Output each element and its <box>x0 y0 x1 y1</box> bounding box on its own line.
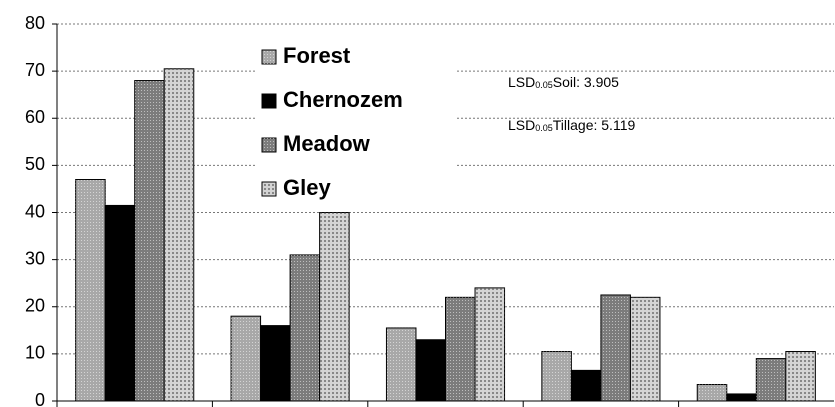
annotation-part: LSD <box>508 117 535 133</box>
bar-texture <box>445 297 476 401</box>
bar-texture <box>164 68 194 402</box>
bar <box>415 339 446 402</box>
bar-texture <box>697 384 727 401</box>
legend-swatch <box>261 93 277 109</box>
y-tick-label: 30 <box>25 248 45 268</box>
legend-texture <box>262 50 276 64</box>
annotation-part: Soil: 3.905 <box>553 74 619 90</box>
legend-box <box>255 36 455 208</box>
bar-texture <box>231 316 261 401</box>
bar <box>726 393 757 402</box>
y-tick-label: 10 <box>25 343 45 363</box>
bar-texture <box>290 254 320 401</box>
y-tick-label: 80 <box>25 13 45 33</box>
annotation-part: Tillage: 5.119 <box>553 117 636 133</box>
bar-texture <box>630 297 660 401</box>
bar-texture <box>75 179 106 401</box>
legend-texture <box>262 182 276 196</box>
annotation: LSD0.05Tillage: 5.119 <box>508 117 635 134</box>
annotation-sub: 0.05 <box>535 123 553 133</box>
annotation: LSD0.05Soil: 3.905 <box>508 74 619 91</box>
annotation-sub: 0.05 <box>535 80 553 90</box>
y-tick-label: 50 <box>25 154 45 174</box>
bar <box>570 369 602 402</box>
legend-label: Gley <box>283 175 331 200</box>
bar-texture <box>386 327 416 401</box>
bar-texture <box>785 351 816 401</box>
legend-label: Chernozem <box>283 87 403 112</box>
bar-texture <box>756 358 786 401</box>
y-tick-label: 0 <box>35 390 45 407</box>
y-tick-label: 60 <box>25 107 45 127</box>
bar-texture <box>600 294 631 401</box>
bar-texture <box>319 212 350 401</box>
bar-texture <box>134 80 165 402</box>
bar-texture <box>475 287 505 401</box>
bar-texture <box>541 351 572 401</box>
annotation-part: LSD <box>508 74 535 90</box>
legend-label: Meadow <box>283 131 371 156</box>
legend-label: Forest <box>283 43 351 68</box>
y-tick-label: 20 <box>25 296 45 316</box>
y-tick-label: 70 <box>25 60 45 80</box>
bar <box>104 204 136 402</box>
bar <box>260 325 291 402</box>
legend-texture <box>262 138 276 152</box>
y-tick-label: 40 <box>25 201 45 221</box>
